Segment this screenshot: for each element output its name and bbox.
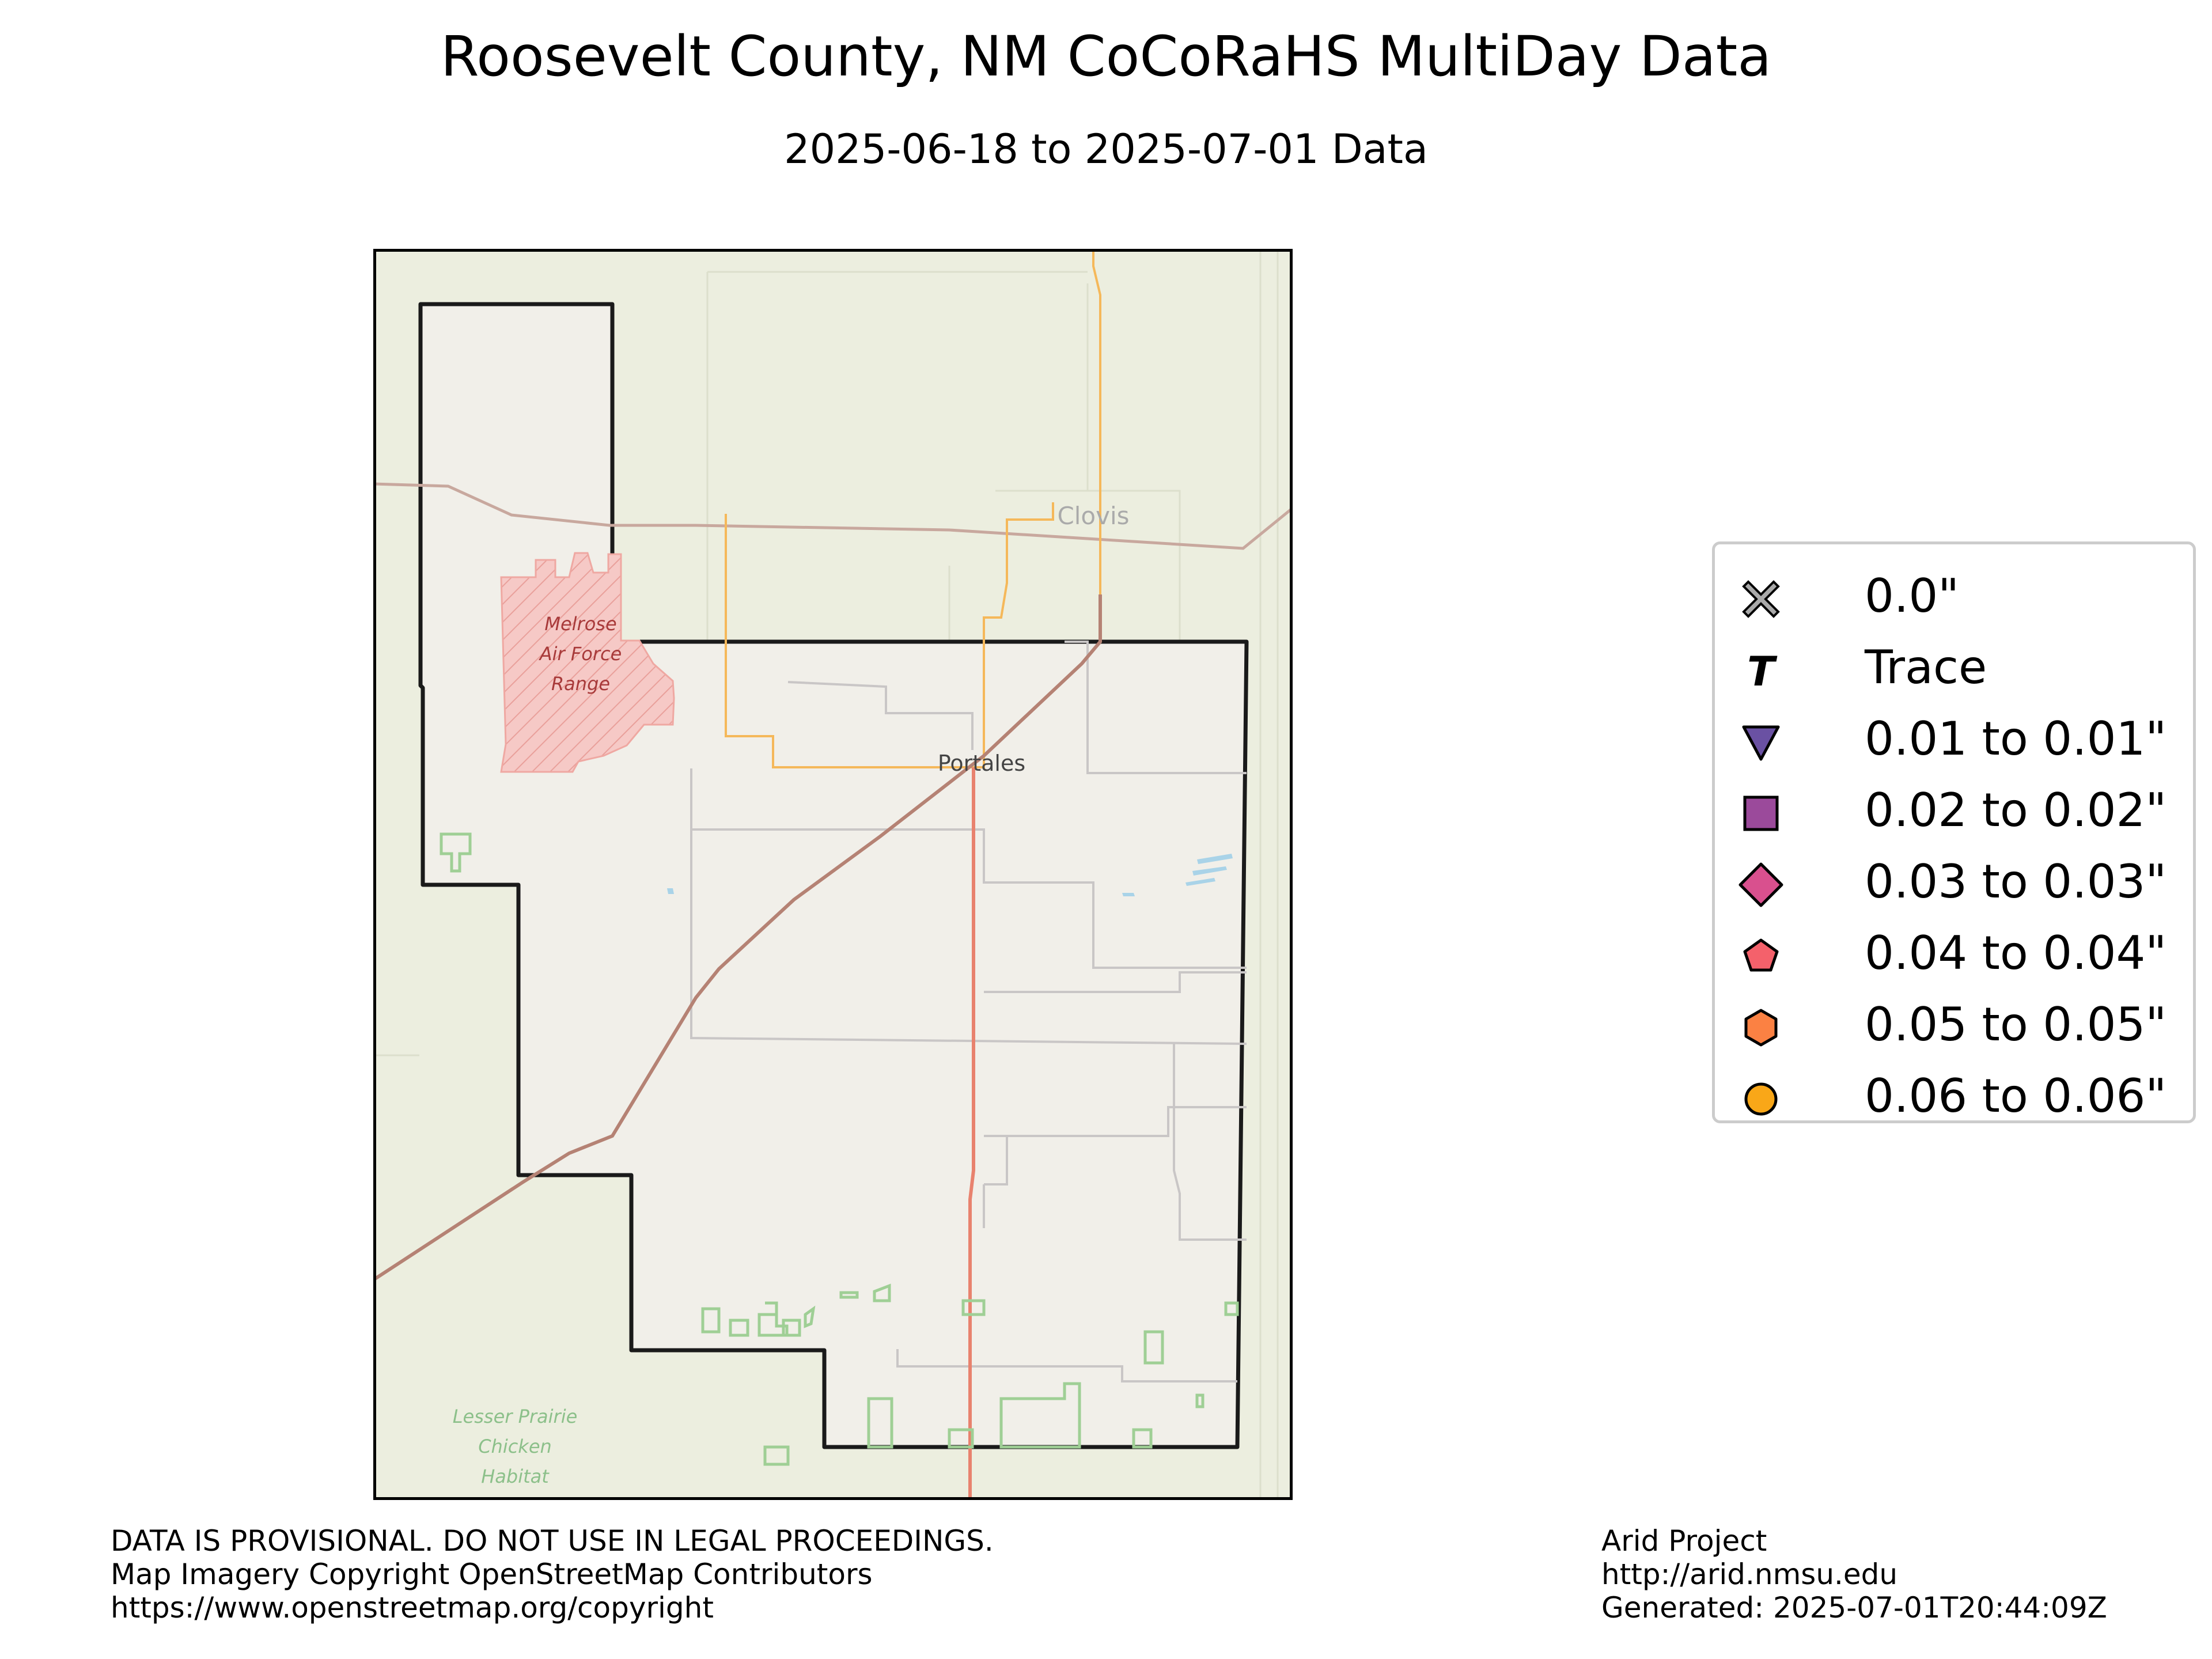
svg-text:T: T bbox=[1747, 648, 1778, 694]
footer-right-line: http://arid.nmsu.edu bbox=[1601, 1558, 1898, 1591]
legend-label: 0.06 to 0.06" bbox=[1865, 1069, 2167, 1123]
melrose-label: Melrose Air Force Range bbox=[539, 613, 622, 695]
legend-label: 0.01 to 0.01" bbox=[1865, 712, 2167, 766]
highway-west bbox=[373, 482, 1293, 550]
footer-disclaimer: DATA IS PROVISIONAL. DO NOT USE IN LEGAL… bbox=[111, 1524, 994, 1624]
footer-credits: Arid Project http://arid.nmsu.edu Genera… bbox=[1601, 1524, 2107, 1624]
legend-item-005: 0.05 to 0.05" bbox=[1715, 990, 2193, 1048]
melrose-range-area bbox=[500, 552, 675, 773]
highway-main bbox=[968, 767, 975, 1500]
county-roads: (Roughly traced roads) bbox=[690, 641, 1247, 1382]
map-canvas: (Roughly traced roads) bbox=[373, 249, 1293, 1500]
legend: 0.0" T Trace 0.01 to 0.01" 0.02 to 0.02"… bbox=[1712, 541, 2196, 1123]
protected-areas bbox=[440, 832, 1239, 1466]
footer-right-line: Arid Project bbox=[1601, 1524, 1767, 1558]
portales-label: Portales bbox=[938, 751, 1025, 776]
square-icon bbox=[1743, 796, 1779, 831]
water-bodies bbox=[667, 854, 1233, 896]
legend-item-002: 0.02 to 0.02" bbox=[1715, 776, 2193, 834]
hexagon-icon bbox=[1744, 1009, 1778, 1047]
lesser-prairie-label-line2: Chicken bbox=[478, 1435, 552, 1457]
melrose-label-line1: Melrose bbox=[544, 613, 616, 635]
legend-item-003: 0.03 to 0.03" bbox=[1715, 847, 2193, 908]
legend-item-zero: 0.0" bbox=[1715, 562, 2193, 619]
legend-label: 0.03 to 0.03" bbox=[1865, 855, 2167, 908]
railroad bbox=[373, 594, 1102, 1282]
melrose-label-line3: Range bbox=[551, 673, 610, 695]
legend-label: Trace bbox=[1865, 641, 1987, 694]
local-roads bbox=[725, 249, 1101, 768]
legend-item-trace: T Trace bbox=[1715, 633, 2193, 694]
page-subtitle: 2025-06-18 to 2025-07-01 Data bbox=[784, 126, 1428, 173]
triangle-down-icon bbox=[1742, 725, 1780, 761]
melrose-label-line2: Air Force bbox=[539, 643, 622, 665]
lesser-prairie-label: Lesser Prairie Chicken Habitat bbox=[453, 1406, 578, 1487]
legend-item-001: 0.01 to 0.01" bbox=[1715, 704, 2193, 762]
legend-label: 0.0" bbox=[1865, 569, 1960, 623]
clovis-label: Clovis bbox=[1057, 502, 1129, 530]
legend-item-006: 0.06 to 0.06" bbox=[1715, 1062, 2193, 1119]
pentagon-icon bbox=[1743, 938, 1779, 972]
lesser-prairie-label-line3: Habitat bbox=[481, 1465, 550, 1487]
lesser-prairie-label-line1: Lesser Prairie bbox=[453, 1406, 578, 1427]
t-icon: T bbox=[1747, 648, 1778, 694]
diamond-icon bbox=[1738, 862, 1783, 907]
county-boundary bbox=[418, 302, 1249, 1449]
footer-left-line: DATA IS PROVISIONAL. DO NOT USE IN LEGAL… bbox=[111, 1524, 994, 1558]
footer-left-line: https://www.openstreetmap.org/copyright bbox=[111, 1591, 714, 1624]
footer-left-line: Map Imagery Copyright OpenStreetMap Cont… bbox=[111, 1558, 873, 1591]
map-border bbox=[373, 249, 1293, 1500]
county-map[interactable]: (Roughly traced roads) bbox=[373, 249, 1293, 1500]
circle-icon bbox=[1744, 1082, 1778, 1116]
legend-label: 0.05 to 0.05" bbox=[1865, 998, 2167, 1051]
legend-label: 0.04 to 0.04" bbox=[1865, 926, 2167, 980]
page-title: Roosevelt County, NM CoCoRaHS MultiDay D… bbox=[440, 24, 1772, 89]
legend-item-004: 0.04 to 0.04" bbox=[1715, 919, 2193, 976]
legend-label: 0.02 to 0.02" bbox=[1865, 783, 2167, 837]
footer-right-line: Generated: 2025-07-01T20:44:09Z bbox=[1601, 1591, 2107, 1624]
x-icon bbox=[1742, 580, 1780, 618]
